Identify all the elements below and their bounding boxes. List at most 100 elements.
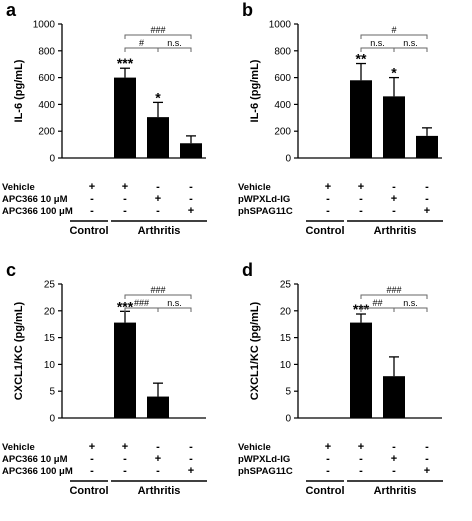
comparison-bracket [157,307,192,312]
y-tick-label: 200 [274,127,291,138]
treatment-sign: - [425,441,429,453]
panel-letter: a [6,0,17,20]
comparison-label: ### [386,285,401,295]
bar [114,77,136,158]
comparison-label: # [139,38,144,48]
bar [180,143,202,158]
y-tick-label: 0 [49,154,55,165]
y-tick-label: 15 [280,333,292,344]
group-label-control: Control [305,485,344,497]
treatment-sign: - [90,465,94,477]
y-tick-label: 800 [38,46,55,57]
treatment-sign: + [155,193,161,205]
significance-stars: *** [117,298,134,314]
y-tick-label: 10 [44,360,56,371]
comparison-bracket [393,47,428,52]
y-tick-label: 400 [274,100,291,111]
treatment-row-label: Vehicle [238,442,271,453]
treatment-sign: - [392,205,396,217]
y-axis-label: IL-6 (pg/mL) [249,59,261,122]
panel-letter: d [242,260,253,280]
panel-letter: c [6,260,16,280]
bar [416,135,438,158]
treatment-sign: - [123,193,127,205]
treatment-sign: + [391,193,397,205]
treatment-sign: - [156,441,160,453]
y-tick-label: 5 [285,387,291,398]
comparison-label: n.s. [167,38,182,48]
comparison-bracket [124,294,192,299]
comparison-bracket [360,294,428,299]
treatment-row-label: APC366 100 μM [2,206,73,217]
comparison-bracket [393,307,428,312]
y-tick-label: 25 [44,280,56,291]
treatment-sign: - [156,205,160,217]
treatment-sign: + [325,441,331,453]
y-axis-label: CXCL1/KC (pg/mL) [13,301,25,400]
y-tick-label: 600 [274,73,291,84]
y-tick-label: 0 [285,154,291,165]
treatment-sign: - [359,453,363,465]
comparison-bracket [124,47,159,52]
treatment-row-label: APC366 10 μM [2,194,68,205]
treatment-sign: + [89,181,95,193]
significance-stars: ** [356,51,367,67]
treatment-sign: - [326,205,330,217]
treatment-row-label: Vehicle [2,182,35,193]
treatment-sign: + [89,441,95,453]
y-tick-label: 200 [38,127,55,138]
comparison-label: ## [372,298,382,308]
treatment-sign: + [358,441,364,453]
treatment-sign: - [326,465,330,477]
group-label-control: Control [69,485,108,497]
treatment-sign: - [189,441,193,453]
y-tick-label: 25 [280,280,292,291]
comparison-label: n.s. [167,298,182,308]
treatment-sign: + [391,453,397,465]
comparison-label: ### [134,298,149,308]
treatment-sign: - [123,465,127,477]
bar [383,376,405,418]
comparison-bracket [124,34,192,39]
treatment-sign: - [392,181,396,193]
treatment-row-label: phSPAG11C [238,466,293,477]
significance-stars: *** [117,55,134,71]
treatment-sign: - [392,465,396,477]
treatment-sign: + [424,465,430,477]
treatment-sign: - [123,453,127,465]
y-tick-label: 1000 [33,20,56,31]
treatment-row-label: Vehicle [238,182,271,193]
group-label-control: Control [69,225,108,237]
treatment-sign: - [326,453,330,465]
y-tick-label: 20 [280,306,292,317]
comparison-label: n.s. [403,38,418,48]
y-tick-label: 800 [274,46,291,57]
treatment-sign: - [359,205,363,217]
treatment-sign: - [392,441,396,453]
treatment-sign: + [325,181,331,193]
comparison-label: ### [150,25,165,35]
treatment-row-label: phSPAG11C [238,206,293,217]
treatment-sign: + [188,205,194,217]
comparison-label: ### [150,285,165,295]
group-label-arthritis: Arthritis [138,225,181,237]
comparison-bracket [360,34,428,39]
y-tick-label: 10 [280,360,292,371]
treatment-row-label: APC366 100 μM [2,466,73,477]
treatment-sign: - [189,193,193,205]
treatment-sign: - [123,205,127,217]
y-tick-label: 0 [285,414,291,425]
treatment-sign: - [326,193,330,205]
group-label-arthritis: Arthritis [138,485,181,497]
comparison-label: # [391,25,396,35]
treatment-sign: - [189,181,193,193]
treatment-sign: + [358,181,364,193]
y-tick-label: 20 [44,306,56,317]
treatment-sign: - [90,453,94,465]
bar [147,117,169,158]
treatment-sign: - [425,181,429,193]
